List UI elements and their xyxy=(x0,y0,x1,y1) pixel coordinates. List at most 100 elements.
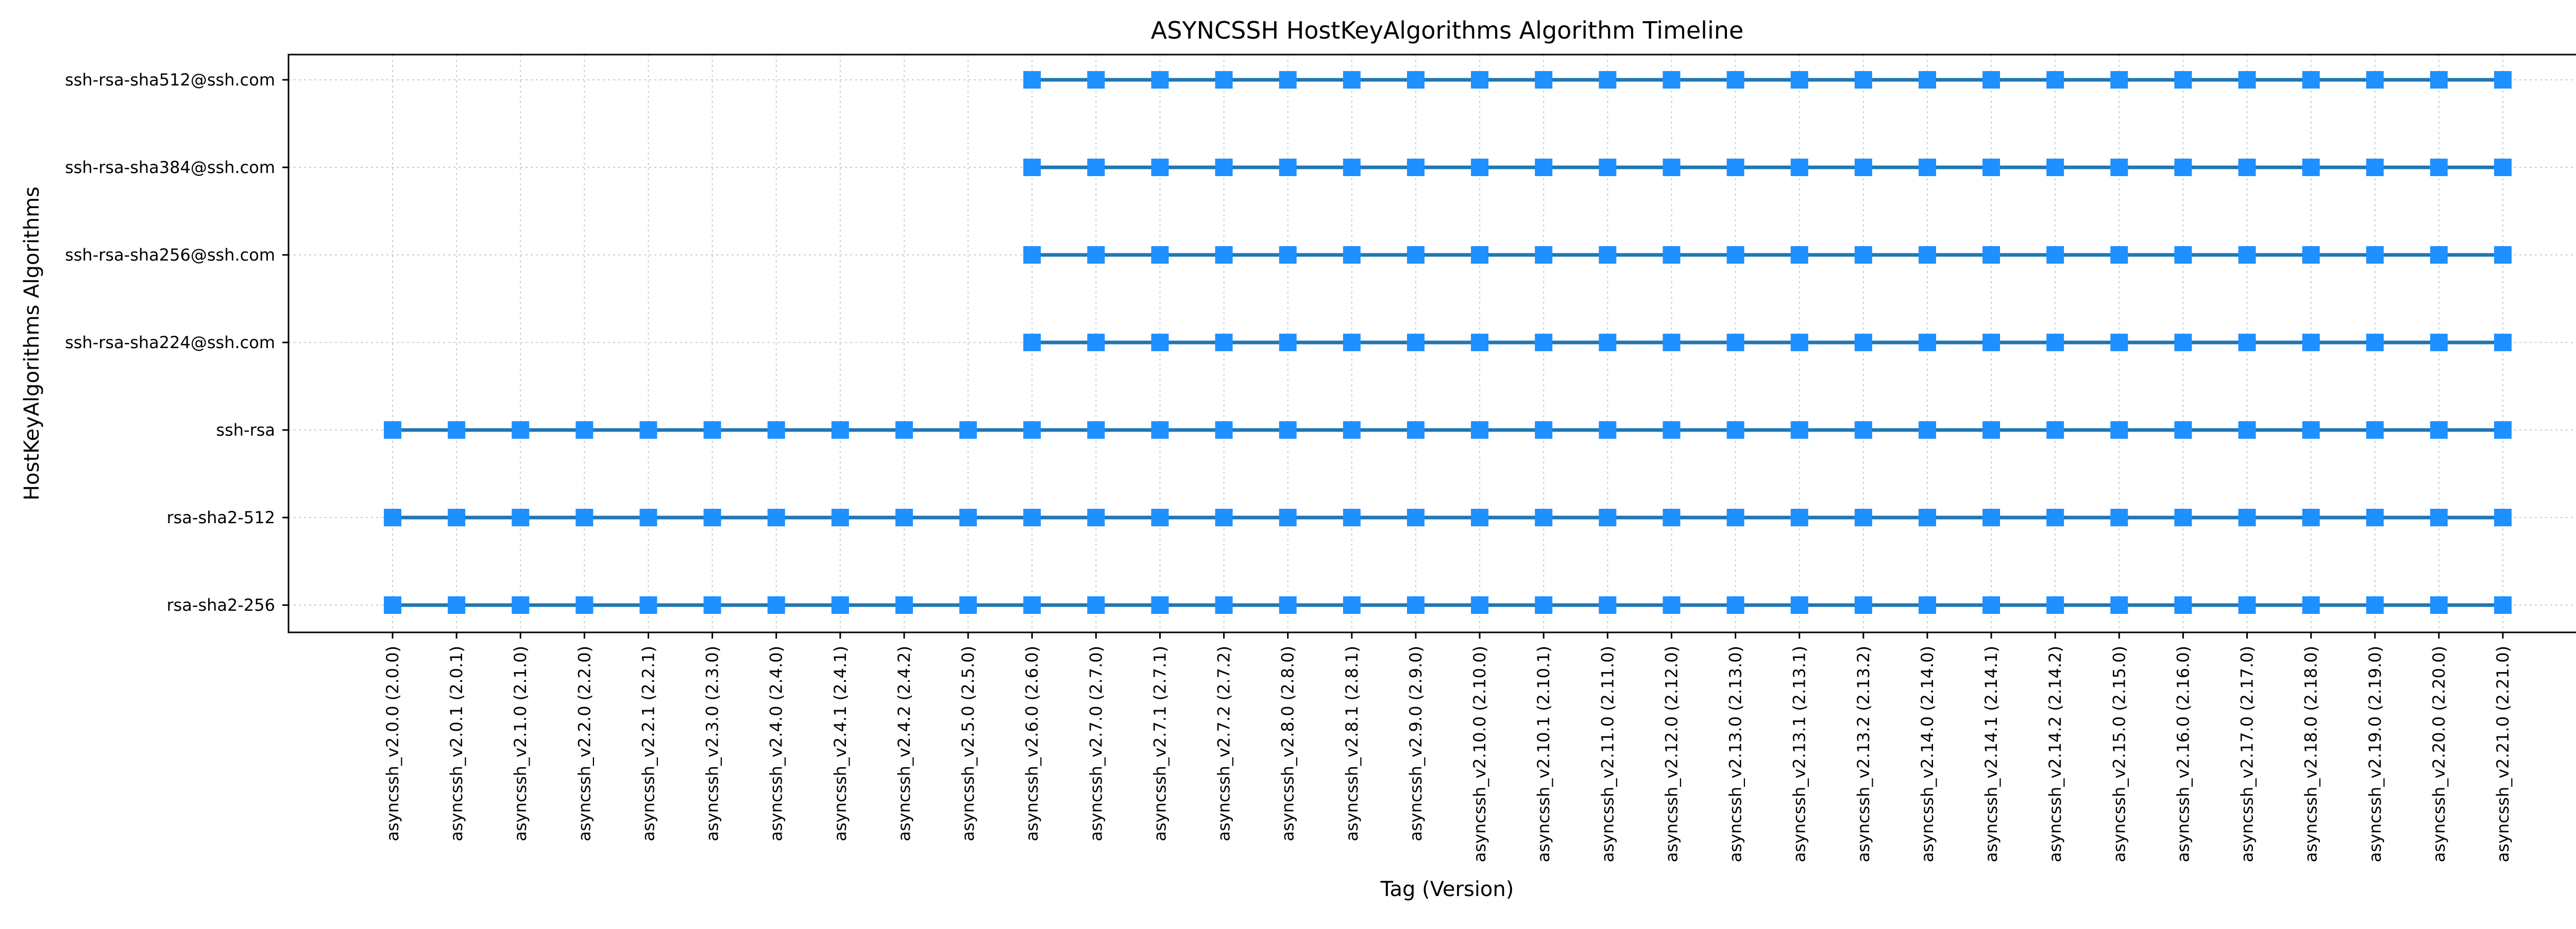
data-point-marker xyxy=(1151,246,1169,264)
data-point-marker xyxy=(2302,421,2320,439)
data-point-marker xyxy=(1023,509,1041,526)
data-point-marker xyxy=(448,421,466,439)
data-point-marker xyxy=(1854,334,1872,351)
data-point-marker xyxy=(2366,509,2384,526)
data-point-marker xyxy=(1023,246,1041,264)
x-tick-label: asyncssh_v2.4.2 (2.4.2) xyxy=(894,646,914,841)
data-point-marker xyxy=(2494,159,2512,176)
data-point-marker xyxy=(831,596,849,614)
data-point-marker xyxy=(2494,334,2512,351)
data-point-marker xyxy=(1087,334,1105,351)
data-point-marker xyxy=(1215,71,1233,89)
data-point-marker xyxy=(2366,334,2384,351)
data-point-marker xyxy=(1854,509,1872,526)
data-point-marker xyxy=(1918,71,1936,89)
data-point-marker xyxy=(1854,596,1872,614)
data-point-marker xyxy=(1087,596,1105,614)
x-axis-label: Tag (Version) xyxy=(1380,878,1514,901)
data-point-marker xyxy=(512,509,530,526)
x-tick-label: asyncssh_v2.8.1 (2.8.1) xyxy=(1342,646,1362,841)
data-point-marker xyxy=(767,509,785,526)
data-point-marker xyxy=(2174,334,2192,351)
data-point-marker xyxy=(1406,421,1425,439)
x-tick-label: asyncssh_v2.7.2 (2.7.2) xyxy=(1214,646,1234,841)
data-point-marker xyxy=(1854,421,1872,439)
data-point-marker xyxy=(1471,246,1489,264)
data-point-marker xyxy=(703,509,721,526)
data-point-marker xyxy=(703,421,721,439)
x-tick-label: asyncssh_v2.1.0 (2.1.0) xyxy=(511,646,530,841)
data-point-marker xyxy=(1599,246,1617,264)
data-point-marker xyxy=(1151,421,1169,439)
data-point-marker xyxy=(1790,421,1808,439)
data-point-marker xyxy=(1279,246,1297,264)
data-point-marker xyxy=(1535,509,1553,526)
data-point-marker xyxy=(1215,159,1233,176)
x-tick-label: asyncssh_v2.13.1 (2.13.1) xyxy=(1790,646,1809,862)
data-point-marker xyxy=(2302,596,2320,614)
data-point-marker xyxy=(1343,159,1361,176)
data-point-marker xyxy=(2302,246,2320,264)
data-point-marker xyxy=(1406,334,1425,351)
data-point-marker xyxy=(2238,334,2256,351)
data-point-marker xyxy=(1151,71,1169,89)
data-point-marker xyxy=(2430,246,2448,264)
data-point-marker xyxy=(512,421,530,439)
data-point-marker xyxy=(1151,509,1169,526)
data-point-marker xyxy=(1279,509,1297,526)
data-point-marker xyxy=(1406,246,1425,264)
data-point-marker xyxy=(639,596,657,614)
data-point-marker xyxy=(1535,421,1553,439)
series-layer xyxy=(384,71,2512,614)
data-point-marker xyxy=(1918,596,1936,614)
x-tick-label: asyncssh_v2.21.0 (2.21.0) xyxy=(2493,646,2513,862)
data-point-marker xyxy=(1215,334,1233,351)
data-point-marker xyxy=(2238,509,2256,526)
data-point-marker xyxy=(1726,421,1744,439)
data-point-marker xyxy=(959,421,977,439)
data-point-marker xyxy=(2046,71,2064,89)
data-point-marker xyxy=(1215,421,1233,439)
data-point-marker xyxy=(1663,246,1681,264)
x-tick-label: asyncssh_v2.9.0 (2.9.0) xyxy=(1406,646,1426,841)
data-point-marker xyxy=(2430,509,2448,526)
data-point-marker xyxy=(1982,509,2001,526)
chart-title: ASYNCSSH HostKeyAlgorithms Algorithm Tim… xyxy=(1151,16,1743,44)
data-point-marker xyxy=(1982,334,2001,351)
data-point-marker xyxy=(2302,334,2320,351)
data-point-marker xyxy=(1215,596,1233,614)
data-point-marker xyxy=(1599,421,1617,439)
x-tick-label: asyncssh_v2.14.2 (2.14.2) xyxy=(2045,646,2065,862)
data-point-marker xyxy=(1151,159,1169,176)
data-point-marker xyxy=(2046,334,2064,351)
data-point-marker xyxy=(1663,421,1681,439)
y-tick-label: ssh-rsa-sha384@ssh.com xyxy=(65,158,275,177)
x-tick-label: asyncssh_v2.11.0 (2.11.0) xyxy=(1598,646,1617,862)
data-point-marker xyxy=(1982,71,2001,89)
x-tick-label: asyncssh_v2.2.0 (2.2.0) xyxy=(574,646,594,841)
x-tick-label: asyncssh_v2.15.0 (2.15.0) xyxy=(2109,646,2129,862)
data-point-marker xyxy=(575,421,594,439)
data-point-marker xyxy=(1343,71,1361,89)
data-point-marker xyxy=(1279,596,1297,614)
data-point-marker xyxy=(1279,334,1297,351)
data-point-marker xyxy=(2046,509,2064,526)
data-point-marker xyxy=(1406,596,1425,614)
x-tick-label: asyncssh_v2.17.0 (2.17.0) xyxy=(2238,646,2257,862)
axis-layer: rsa-sha2-256 rsa-sha2-512 ssh-rsa ssh-rsa-s… xyxy=(65,70,2513,862)
data-point-marker xyxy=(1918,509,1936,526)
data-point-marker xyxy=(2238,71,2256,89)
data-point-marker xyxy=(1279,71,1297,89)
y-tick-label: rsa-sha2-256 xyxy=(166,595,275,615)
data-point-marker xyxy=(1854,159,1872,176)
data-point-marker xyxy=(1790,596,1808,614)
y-tick-label: ssh-rsa-sha512@ssh.com xyxy=(65,70,275,90)
x-tick-label: asyncssh_v2.14.0 (2.14.0) xyxy=(1918,646,1937,862)
x-tick-label: asyncssh_v2.14.1 (2.14.1) xyxy=(1981,646,2001,862)
x-tick-label: asyncssh_v2.13.2 (2.13.2) xyxy=(1854,646,1873,862)
data-point-marker xyxy=(1663,71,1681,89)
data-point-marker xyxy=(2366,421,2384,439)
data-point-marker xyxy=(1663,509,1681,526)
data-point-marker xyxy=(1151,596,1169,614)
